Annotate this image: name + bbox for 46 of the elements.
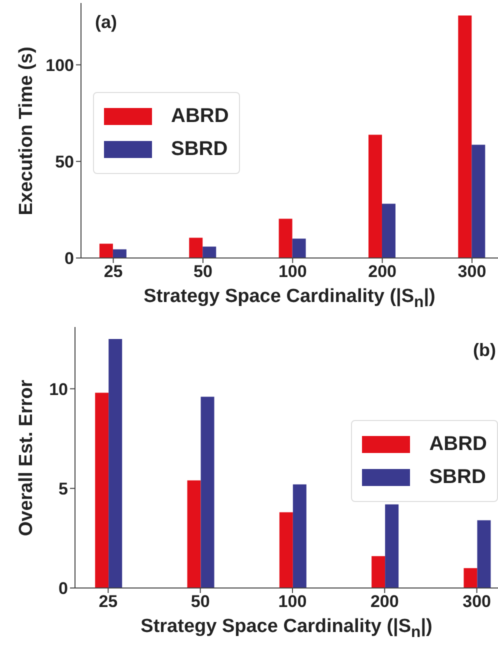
bar xyxy=(187,480,201,588)
bar xyxy=(189,238,203,258)
y-tick-label: 0 xyxy=(64,249,74,268)
bar xyxy=(99,244,113,258)
bar xyxy=(108,338,122,588)
x-axis-title: Strategy Space Cardinality (|S$_{n}$|) xyxy=(140,616,432,642)
legend-label: ABRD xyxy=(171,105,229,128)
bar xyxy=(112,249,126,258)
bar xyxy=(368,134,382,258)
bar xyxy=(382,204,396,258)
x-tick-label: 200 xyxy=(368,262,397,282)
x-tick-label: 100 xyxy=(278,262,307,282)
y-tick-label: 50 xyxy=(55,152,74,172)
bar xyxy=(458,16,472,258)
x-axis-title: Strategy Space Cardinality (|S$_{n}$|) xyxy=(144,286,436,312)
bar xyxy=(464,568,478,588)
legend-label: ABRD xyxy=(429,433,487,456)
x-tick-label: 25 xyxy=(98,592,118,612)
x-tick-label: 100 xyxy=(278,592,307,612)
annotation: (b) xyxy=(473,340,496,361)
bar xyxy=(278,218,292,258)
bar xyxy=(472,144,486,258)
y-axis-title: Overall Est. Error xyxy=(16,379,38,536)
x-tick-label: 300 xyxy=(458,262,486,282)
bar xyxy=(477,520,491,588)
y-axis-title: Execution Time (s) xyxy=(16,46,38,215)
x-tick-label: 50 xyxy=(194,262,212,282)
legend-label: SBRD xyxy=(171,138,228,161)
bar xyxy=(372,556,386,588)
x-tick-label: 300 xyxy=(462,592,491,612)
y-tick-label: 100 xyxy=(46,56,74,75)
bar xyxy=(279,512,293,588)
annotation: (a) xyxy=(95,12,117,33)
y-tick-label: 5 xyxy=(58,479,68,498)
bar xyxy=(385,504,399,588)
x-tick-label: 50 xyxy=(190,592,210,612)
legend-label: SBRD xyxy=(429,466,486,489)
y-tick-label: 10 xyxy=(49,380,68,399)
x-tick-label: 200 xyxy=(370,592,399,612)
bar xyxy=(95,392,109,588)
bar xyxy=(292,484,306,588)
bar xyxy=(202,246,216,258)
y-tick-label: 0 xyxy=(58,579,68,598)
bar xyxy=(292,238,306,258)
bar xyxy=(200,396,214,588)
x-tick-label: 25 xyxy=(104,262,123,282)
